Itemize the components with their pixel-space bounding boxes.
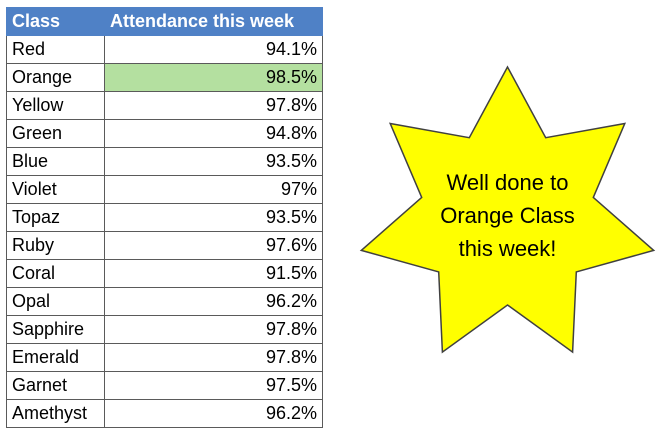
table-row: Opal 96.2% — [6, 287, 323, 316]
star-shape — [359, 65, 656, 354]
star-line-2: Orange Class — [440, 202, 575, 228]
cell-class-name: Amethyst — [6, 399, 105, 428]
table-row: Blue 93.5% — [6, 147, 323, 176]
table-row: Orange 98.5% — [6, 63, 323, 92]
cell-class-name: Violet — [6, 175, 105, 204]
cell-class-name: Blue — [6, 147, 105, 176]
cell-class-name: Opal — [6, 287, 105, 316]
cell-attendance: 97% — [104, 175, 323, 204]
cell-class-name: Garnet — [6, 371, 105, 400]
cell-attendance: 97.8% — [104, 343, 323, 372]
congrats-star: Well done to Orange Class this week! — [355, 60, 660, 370]
cell-attendance: 97.5% — [104, 371, 323, 400]
cell-attendance: 93.5% — [104, 203, 323, 232]
header-attendance: Attendance this week — [104, 7, 323, 36]
cell-class-name: Emerald — [6, 343, 105, 372]
table-body: Red 94.1% Orange 98.5% Yellow 97.8% Green 94.8%… — [6, 35, 323, 428]
cell-class-name: Yellow — [6, 91, 105, 120]
cell-class-name: Sapphire — [6, 315, 105, 344]
cell-attendance: 97.8% — [104, 315, 323, 344]
star-message: Well done to Orange Class this week! — [355, 60, 660, 370]
table-row: Garnet 97.5% — [6, 371, 323, 400]
cell-attendance: 97.6% — [104, 231, 323, 260]
cell-class-name: Green — [6, 119, 105, 148]
attendance-table: Class Attendance this week Red 94.1% Orang… — [6, 7, 323, 428]
cell-attendance: 96.2% — [104, 287, 323, 316]
cell-class-name: Topaz — [6, 203, 105, 232]
cell-attendance: 97.8% — [104, 91, 323, 120]
table-row: Green 94.8% — [6, 119, 323, 148]
table-row: Amethyst 96.2% — [6, 399, 323, 428]
star-line-3: this week! — [458, 235, 557, 261]
cell-attendance: 96.2% — [104, 399, 323, 428]
table-row: Violet 97% — [6, 175, 323, 204]
cell-class-name: Ruby — [6, 231, 105, 260]
table-row: Emerald 97.8% — [6, 343, 323, 372]
star-line-1: Well done to — [446, 169, 569, 195]
table-row: Topaz 93.5% — [6, 203, 323, 232]
cell-attendance: 93.5% — [104, 147, 323, 176]
table-row: Red 94.1% — [6, 35, 323, 64]
cell-attendance: 94.1% — [104, 35, 323, 64]
table-row: Sapphire 97.8% — [6, 315, 323, 344]
cell-class-name: Red — [6, 35, 105, 64]
star-message-lines: Well done to Orange Class this week! — [440, 166, 575, 265]
table-row: Yellow 97.8% — [6, 91, 323, 120]
table-header-row: Class Attendance this week — [6, 7, 323, 36]
table-row: Coral 91.5% — [6, 259, 323, 288]
header-class: Class — [6, 7, 105, 36]
cell-class-name: Orange — [6, 63, 105, 92]
cell-attendance: 91.5% — [104, 259, 323, 288]
table-row: Ruby 97.6% — [6, 231, 323, 260]
cell-attendance: 94.8% — [104, 119, 323, 148]
cell-class-name: Coral — [6, 259, 105, 288]
star-polygon — [359, 65, 656, 354]
cell-attendance-highlighted: 98.5% — [104, 63, 323, 92]
